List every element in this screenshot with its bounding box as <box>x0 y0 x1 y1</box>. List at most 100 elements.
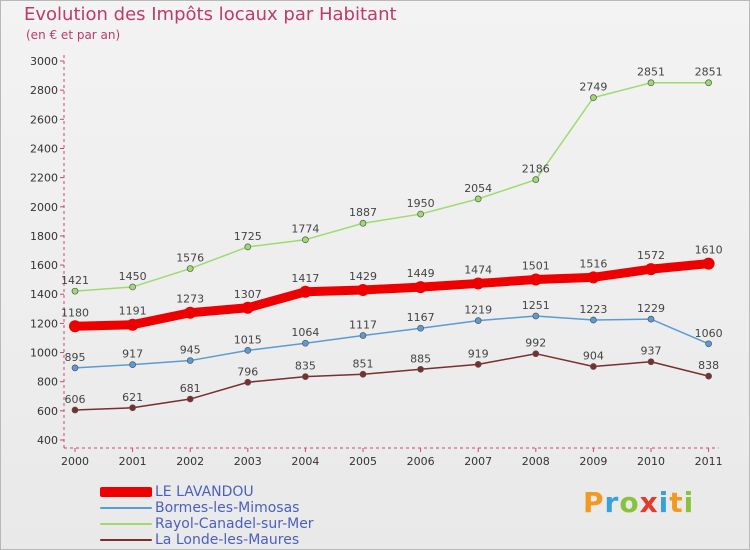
data-point <box>71 406 79 414</box>
data-point <box>414 281 427 294</box>
data-point <box>302 339 309 347</box>
data-point <box>702 257 715 270</box>
data-point <box>587 271 600 284</box>
data-point <box>71 364 79 372</box>
data-point <box>184 306 197 319</box>
x-tick-label: 2002 <box>176 455 204 468</box>
y-tick-label: 800 <box>37 376 58 389</box>
y-tick-label: 2200 <box>30 172 58 185</box>
logo-letter: x <box>639 486 659 519</box>
data-label: 992 <box>525 337 546 350</box>
data-label: 1117 <box>349 318 377 331</box>
data-label: 1501 <box>522 260 550 273</box>
data-point <box>69 320 81 333</box>
data-label: 1449 <box>407 267 435 280</box>
legend-swatch <box>100 523 152 525</box>
x-tick-label: 2009 <box>579 455 607 468</box>
y-tick-label: 400 <box>37 434 58 447</box>
data-point <box>705 372 712 380</box>
data-point <box>532 312 540 320</box>
legend-swatch <box>100 507 152 509</box>
legend-label: LE LAVANDOU <box>155 484 254 500</box>
y-tick-label: 1600 <box>30 259 58 272</box>
y-tick-label: 1800 <box>30 230 58 243</box>
data-label: 621 <box>122 391 143 404</box>
data-point <box>186 265 194 272</box>
series-line <box>70 259 714 331</box>
logo-letter: o <box>619 486 640 519</box>
series-rayol-canadel-sur-mer: 1421 1450 1576 1725 1774 1887 1950 2054 2186 2749… <box>61 66 723 295</box>
x-tick-label: 2006 <box>407 455 435 468</box>
data-label: 2749 <box>579 81 607 94</box>
y-tick-label: 1200 <box>30 317 58 330</box>
data-point <box>186 395 194 403</box>
data-point <box>359 332 367 339</box>
x-tick-label: 2004 <box>291 455 319 468</box>
data-point <box>129 361 136 368</box>
data-label: 1191 <box>119 305 147 318</box>
data-label: 796 <box>237 365 258 378</box>
data-label: 1229 <box>637 302 665 315</box>
x-tick-label: 2008 <box>522 455 550 468</box>
data-label: 945 <box>180 344 201 357</box>
data-point <box>357 284 369 297</box>
series-le-lavandou: 1180 1191 1273 1307 1417 1429 1449 1474 1501 1516… <box>61 244 723 333</box>
series-line <box>74 352 710 411</box>
data-label: 1887 <box>349 206 377 219</box>
data-label: 1725 <box>234 230 262 243</box>
legend-swatch <box>100 539 152 541</box>
data-label: 919 <box>468 347 489 360</box>
data-label: 851 <box>353 357 374 370</box>
data-point <box>532 176 540 184</box>
data-point <box>359 370 367 378</box>
data-label: 1060 <box>695 327 723 340</box>
data-label: 1167 <box>407 311 435 324</box>
y-tick-label: 2800 <box>30 84 58 97</box>
data-label: 1015 <box>234 333 262 346</box>
logo-letter: r <box>604 486 620 519</box>
data-label: 2186 <box>522 163 550 176</box>
y-tick-label: 600 <box>37 405 58 418</box>
data-label: 1610 <box>695 244 723 257</box>
data-point <box>129 404 136 412</box>
chart-subtitle: (en € et par an) <box>26 28 121 42</box>
data-point <box>129 283 136 291</box>
data-point <box>647 358 655 366</box>
data-label: 885 <box>410 352 431 365</box>
data-point <box>590 363 597 370</box>
y-tick-label: 2400 <box>30 142 58 155</box>
data-point <box>705 79 712 87</box>
logo-letter: t <box>669 486 684 519</box>
proxiti-logo: Proxiti <box>583 486 694 519</box>
series-la-londe-les-maures: 606 621 681 796 835 851 885 919 992 904 937 838 <box>65 337 719 414</box>
data-point <box>244 347 252 354</box>
data-label: 2054 <box>464 182 492 195</box>
y-tick-label: 2600 <box>30 113 58 126</box>
y-tick-label: 2000 <box>30 201 58 214</box>
data-label: 1474 <box>464 263 492 276</box>
data-point <box>590 316 597 324</box>
series-line <box>74 81 710 292</box>
data-label: 904 <box>583 350 604 363</box>
data-label: 1273 <box>176 293 204 306</box>
series-bormes-les-mimosas: 895 917 945 1015 1064 1117 1167 1219 1251 1223 122… <box>65 299 723 372</box>
data-label: 1219 <box>464 304 492 317</box>
data-label: 606 <box>65 393 86 406</box>
data-label: 1421 <box>61 274 89 287</box>
data-point <box>244 378 252 386</box>
legend-swatch <box>100 487 152 497</box>
data-label: 1180 <box>61 306 89 319</box>
x-tick-label: 2010 <box>637 455 665 468</box>
data-label: 895 <box>65 351 86 364</box>
data-label: 917 <box>122 348 143 361</box>
data-point <box>472 277 485 290</box>
logo-letter: P <box>583 486 605 519</box>
data-point <box>532 350 540 358</box>
data-point <box>647 79 655 87</box>
data-point <box>417 210 424 218</box>
data-point <box>302 373 309 380</box>
y-tick-label: 1400 <box>30 288 58 301</box>
data-point <box>186 357 194 364</box>
data-point <box>302 236 309 244</box>
